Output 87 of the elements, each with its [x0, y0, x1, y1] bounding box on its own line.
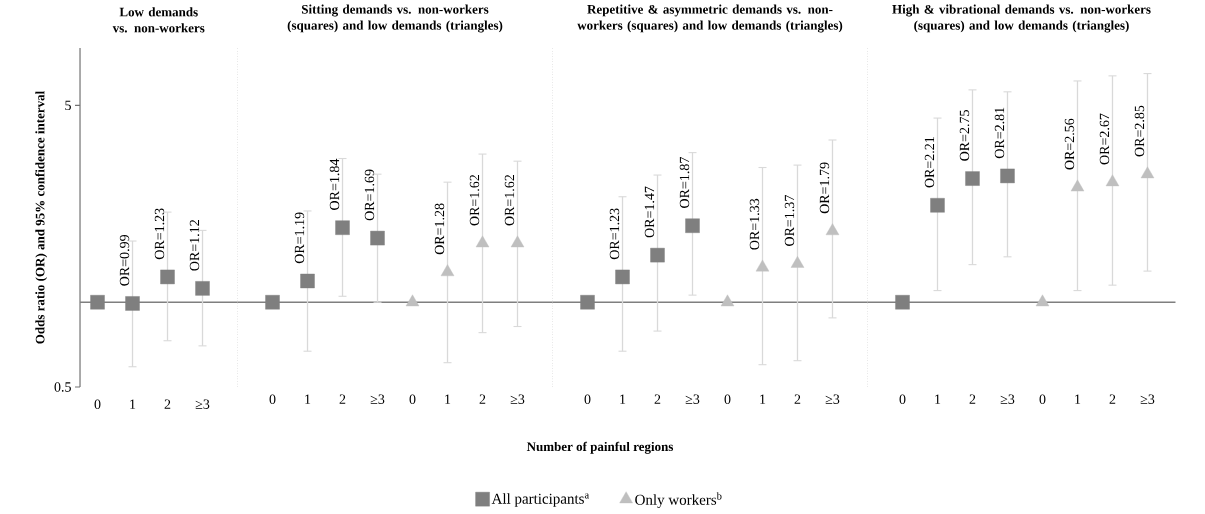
point	[300, 273, 315, 289]
x-tick-label: 2	[339, 394, 346, 404]
x-tick-label: 0	[269, 394, 276, 404]
point	[1140, 166, 1155, 179]
point	[125, 296, 140, 311]
point	[895, 295, 910, 310]
x-tick-label: 1	[1075, 394, 1081, 404]
point	[370, 230, 385, 246]
data-label: OR=1.87	[679, 157, 690, 208]
point	[510, 235, 525, 248]
y-axis-title: Odds ratio (OR) and 95% confidence interval	[35, 90, 48, 344]
data-label: OR=2.56	[1064, 118, 1075, 170]
legend-label: All participants$^{a}$	[491, 493, 589, 507]
x-tick-label: 0	[1039, 394, 1046, 404]
x-tick-label: 0	[584, 394, 591, 404]
data-label: OR=2.81	[994, 107, 1005, 159]
x-tick-label: 2	[794, 394, 801, 404]
point	[1070, 179, 1085, 192]
point	[615, 269, 630, 285]
x-tick-label: ≥3	[1140, 394, 1155, 404]
data-label: OR=2.21	[924, 137, 935, 188]
point	[440, 264, 455, 277]
x-tick-label: 2	[969, 394, 976, 404]
x-tick-label: 1	[620, 394, 626, 404]
data-label: OR=1.12	[189, 220, 200, 271]
y-tick-label: 5	[65, 100, 71, 111]
data-label: OR=2.67	[1099, 113, 1110, 165]
x-tick-label: ≥3	[685, 394, 700, 404]
x-tick-label: ≥3	[510, 394, 525, 404]
point	[90, 295, 105, 310]
data-label: OR=2.75	[959, 110, 970, 161]
chart-title: Repetitive & asymmetric demands vs. non-workers (squares) and low demands (triangles)	[577, 4, 843, 33]
data-label: OR=1.79	[819, 162, 830, 214]
point	[685, 218, 700, 233]
x-tick-label: 1	[760, 394, 766, 404]
x-tick-label: 0	[899, 394, 906, 404]
data-label: OR=2.85	[1134, 105, 1145, 157]
data-label: OR=1.33	[749, 198, 760, 250]
chart-title: Low demands vs. non-workers	[112, 7, 205, 33]
x-tick-label: ≥3	[825, 394, 840, 404]
y-tick-label: 0.5	[54, 382, 71, 392]
point	[265, 295, 280, 310]
x-tick-label: 1	[305, 394, 311, 404]
x-tick-label: 1	[130, 399, 136, 409]
x-tick-label: 0	[724, 394, 731, 404]
data-label: OR=0.99	[119, 235, 130, 286]
point	[965, 171, 980, 186]
point	[580, 295, 595, 310]
point	[930, 198, 945, 213]
x-tick-label: 2	[479, 394, 486, 404]
point	[825, 223, 840, 236]
data-label: OR=1.62	[504, 174, 515, 226]
x-tick-label: ≥3	[370, 394, 385, 404]
point	[475, 235, 490, 248]
data-label: OR=1.69	[364, 169, 375, 221]
x-tick-label: ≥3	[1000, 394, 1015, 404]
x-axis-title: Number of painful regions	[526, 441, 674, 454]
point	[195, 281, 210, 296]
x-tick-label: 2	[654, 394, 661, 404]
x-tick-label: 1	[935, 394, 941, 404]
data-label: OR=1.28	[434, 203, 445, 255]
point	[720, 294, 735, 307]
point	[160, 269, 175, 285]
chart-title: Sitting demands vs. non-workers (squares) and low demands (triangles)	[287, 4, 503, 33]
point	[405, 294, 420, 307]
point	[1105, 174, 1120, 187]
point	[335, 220, 350, 235]
chart-title: High & vibrational demands vs. non-workers (squares) and low demands (triangles)	[892, 4, 1151, 33]
point	[1035, 294, 1050, 307]
data-label: OR=1.19	[294, 212, 305, 264]
x-tick-label: ≥3	[195, 399, 210, 409]
x-tick-label: 2	[1109, 394, 1116, 404]
x-tick-label: 2	[164, 399, 171, 409]
data-label: OR=1.62	[469, 174, 480, 226]
point	[1000, 168, 1015, 184]
point	[755, 259, 770, 272]
data-label: OR=1.84	[329, 158, 340, 210]
data-label: OR=1.23	[154, 208, 165, 260]
point	[790, 256, 805, 268]
data-label: OR=1.37	[784, 195, 795, 246]
data-label: OR=1.23	[609, 208, 620, 260]
x-tick-label: 0	[94, 399, 101, 409]
x-tick-label: 0	[409, 394, 416, 404]
x-tick-label: 1	[445, 394, 451, 404]
point	[650, 247, 665, 263]
legend-label: Only workers$^{b}$	[635, 492, 722, 508]
data-label: OR=1.47	[644, 186, 655, 238]
